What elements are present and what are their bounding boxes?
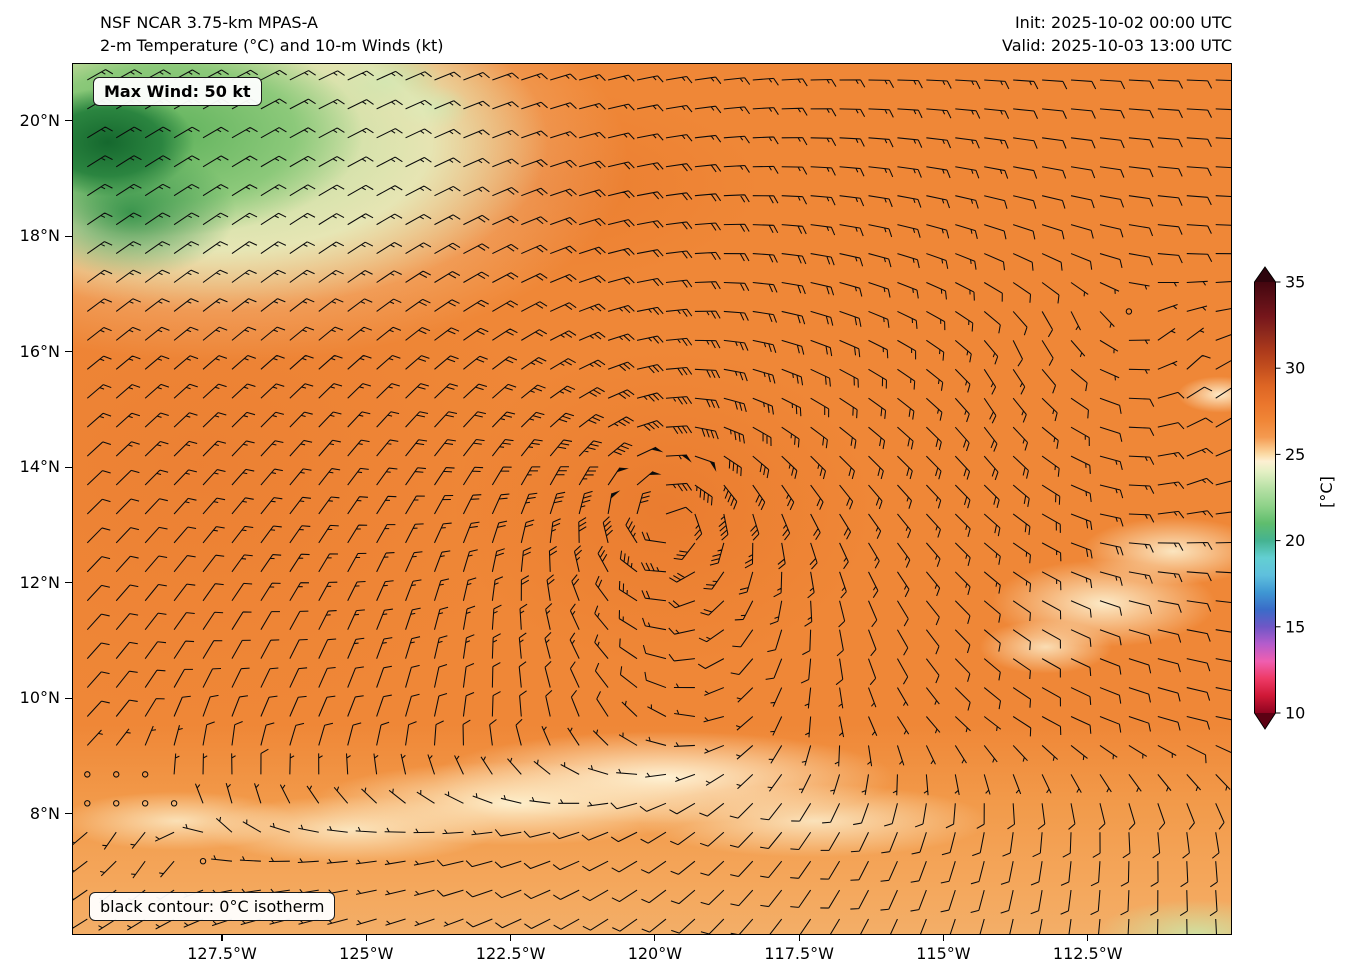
y-axis-tick-label: 14°N xyxy=(19,457,60,477)
valid-time: Valid: 2025-10-03 13:00 UTC xyxy=(1001,36,1232,55)
colorbar-over-arrow xyxy=(1254,267,1276,282)
y-axis-tickmark xyxy=(65,813,72,815)
colorbar-tick-label: 35 xyxy=(1285,273,1305,292)
x-axis-tickmark xyxy=(365,935,367,941)
y-axis-tickmark xyxy=(65,351,72,353)
x-axis-tick-label: 125°W xyxy=(339,944,394,963)
y-axis-tick-label: 12°N xyxy=(19,572,60,592)
x-axis-tick-label: 117.5°W xyxy=(764,944,834,963)
run-times: Init: 2025-10-02 00:00 UTC Valid: 2025-1… xyxy=(1002,11,1232,57)
y-axis-tickmark xyxy=(65,120,72,122)
map-panel: Max Wind: 50 kt black contour: 0°C isoth… xyxy=(72,63,1232,935)
y-axis-tick-label: 16°N xyxy=(19,341,60,361)
x-axis-tickmark xyxy=(221,935,223,941)
y-axis-tick-label: 18°N xyxy=(19,226,60,246)
x-axis-tickmark xyxy=(942,935,945,941)
colorbar-units-label: [°C] xyxy=(1317,476,1336,508)
y-axis-tick-label: 10°N xyxy=(19,688,60,708)
max-wind-badge: Max Wind: 50 kt xyxy=(93,77,262,106)
x-axis-tickmark xyxy=(798,935,800,941)
calm-circles-path xyxy=(84,308,1133,865)
x-axis-tickmark xyxy=(1087,935,1089,941)
x-axis-tickmark xyxy=(654,935,656,941)
isotherm-note-badge: black contour: 0°C isotherm xyxy=(89,892,336,921)
x-axis-tick-label: 127.5°W xyxy=(187,944,257,963)
y-axis-tickmark xyxy=(65,235,72,237)
x-axis-tick-label: 112.5°W xyxy=(1052,944,1123,963)
y-axis-tick-label: 8°N xyxy=(29,803,60,823)
plot-title: NSF NCAR 3.75-km MPAS-A 2-m Temperature … xyxy=(100,11,443,57)
colorbar-tick-label: 30 xyxy=(1285,359,1305,378)
x-axis-tick-label: 122.5°W xyxy=(475,944,546,963)
title-line-2: 2-m Temperature (°C) and 10-m Winds (kt) xyxy=(100,36,444,55)
y-axis-tickmark xyxy=(65,466,72,468)
wind-flags-path xyxy=(610,447,717,499)
x-axis-tickmark xyxy=(510,935,512,941)
colorbar: 35 30 25 20 15 10 xyxy=(1254,266,1324,730)
colorbar-tick-label: 20 xyxy=(1285,531,1305,550)
init-time: Init: 2025-10-02 00:00 UTC xyxy=(1014,13,1232,32)
x-axis-tick-label: 115°W xyxy=(916,944,971,963)
wind-barbs-layer xyxy=(73,69,1231,934)
wind-barbs-path xyxy=(73,69,1231,934)
y-axis-tickmark xyxy=(65,697,72,699)
colorbar-gradient: 35 30 25 20 15 10 xyxy=(1254,266,1305,730)
colorbar-tick-label: 25 xyxy=(1285,445,1305,464)
colorbar-tick-label: 10 xyxy=(1285,704,1305,723)
title-line-1: NSF NCAR 3.75-km MPAS-A xyxy=(100,13,318,32)
colorbar-under-arrow xyxy=(1254,713,1276,729)
y-axis-tickmark xyxy=(65,582,72,584)
colorbar-tick-label: 15 xyxy=(1285,617,1305,636)
y-axis-tick-label: 20°N xyxy=(19,110,60,130)
x-axis-tick-label: 120°W xyxy=(627,944,683,963)
